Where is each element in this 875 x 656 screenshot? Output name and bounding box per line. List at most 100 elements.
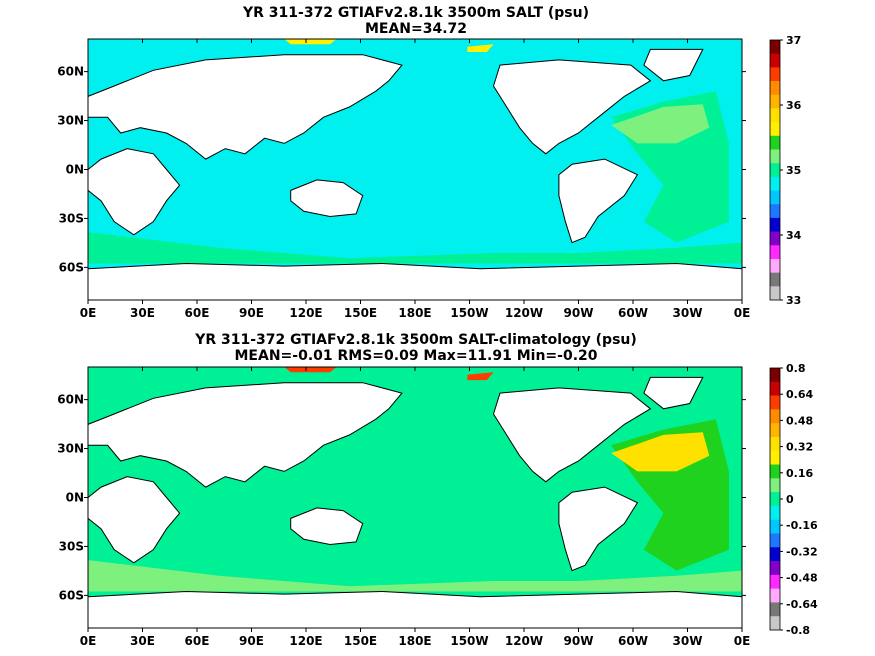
colorbar-tick-label: 34 — [786, 229, 802, 242]
arctic-field — [467, 44, 494, 52]
colorbar-swatch — [770, 245, 780, 260]
colorbar-tick-label: -0.32 — [786, 545, 818, 558]
colorbar-tick-label: 36 — [786, 99, 802, 112]
x-tick-label: 90E — [239, 306, 264, 320]
x-tick-label: 150W — [450, 634, 488, 648]
colorbar-swatch — [770, 395, 780, 410]
colorbar-swatch — [770, 53, 780, 68]
y-tick-label: 60S — [59, 260, 84, 274]
colorbar-tick-label: -0.16 — [786, 519, 818, 532]
x-tick-label: 150E — [344, 634, 377, 648]
arctic-field — [284, 39, 337, 45]
colorbar-swatch — [770, 436, 780, 452]
southern-bands — [88, 560, 742, 592]
colorbar-swatch — [770, 450, 780, 465]
salt-panel: YR 311-372 GTIAFv2.8.1k 3500m SALT (psu)… — [57, 5, 801, 320]
x-axis: 0E 30E 60E 90E 120E 150E 180E 150W 120W 90W 60W 30W… — [80, 367, 750, 648]
x-tick-label: 30W — [673, 306, 703, 320]
y-tick-label: 60N — [57, 393, 84, 407]
arctic-field — [467, 372, 494, 381]
colorbar-swatch — [770, 231, 780, 246]
y-tick-label: 30N — [57, 114, 84, 128]
subtropical-positive — [611, 432, 710, 472]
colorbar-swatch — [770, 547, 780, 562]
colorbar-tick-label: 0.8 — [786, 362, 806, 375]
colorbar-swatch — [770, 423, 780, 438]
y-tick-label: 0N — [66, 491, 84, 505]
colorbar-swatch — [770, 67, 780, 82]
colorbar-swatch — [770, 81, 780, 96]
colorbar-swatch — [770, 492, 780, 507]
colorbar-swatch — [770, 272, 780, 287]
colorbar-tick-label: 0.32 — [786, 441, 813, 454]
deep-field — [88, 232, 742, 264]
colorbar-swatch — [770, 149, 780, 164]
coastline — [87, 590, 743, 629]
colorbar: 0.8 0.64 0.48 0.32 0.16 0 -0.16 -0.32 -0.48 -0.64… — [769, 362, 818, 637]
coastline — [290, 179, 364, 218]
x-tick-label: 60W — [618, 306, 648, 320]
colorbar-swatch — [770, 616, 780, 631]
x-tick-label: 0E — [734, 306, 751, 320]
x-tick-label: 120E — [289, 634, 322, 648]
map-area — [87, 38, 743, 301]
x-tick-label: 150E — [344, 306, 377, 320]
colorbar-swatch — [770, 519, 780, 534]
coastline — [87, 476, 181, 564]
x-tick-label: 60E — [185, 306, 210, 320]
coastline — [87, 262, 743, 301]
panel-subtitle: MEAN=-0.01 RMS=0.09 Max=11.91 Min=-0.20 — [234, 348, 597, 364]
colorbar-swatch — [770, 190, 780, 205]
y-axis: 60N 30N 0N 30S 60S — [57, 65, 746, 274]
colorbar-tick-label: 0.48 — [786, 414, 813, 427]
x-tick-label: 90W — [564, 306, 594, 320]
coastline — [87, 382, 403, 488]
panel-subtitle: MEAN=34.72 — [365, 21, 467, 37]
colorbar-swatch — [770, 286, 780, 301]
colorbar-swatch — [770, 588, 780, 603]
atlantic-salty — [611, 104, 710, 144]
colorbar-swatch — [770, 409, 780, 424]
coastline — [643, 376, 704, 410]
colorbar-tick-label: -0.8 — [786, 624, 810, 637]
y-tick-label: 30S — [59, 211, 84, 225]
y-tick-label: 30N — [57, 442, 84, 456]
coastline — [87, 54, 403, 160]
coastline — [558, 158, 639, 244]
colorbar-tick-label: 35 — [786, 164, 801, 177]
coastline — [492, 59, 652, 155]
colorbar-swatch — [770, 217, 780, 232]
map-area — [87, 366, 743, 629]
arctic-field — [284, 367, 337, 373]
colorbar-swatch — [770, 122, 780, 137]
x-tick-label: 120E — [289, 306, 322, 320]
colorbar-swatch — [770, 381, 780, 396]
coastline — [643, 48, 704, 82]
x-tick-label: 90E — [239, 634, 264, 648]
x-tick-label: 120W — [505, 634, 543, 648]
y-tick-label: 60N — [57, 65, 84, 79]
x-tick-label: 180E — [398, 634, 431, 648]
x-tick-label: 30E — [130, 306, 155, 320]
colorbar-swatch — [770, 258, 780, 274]
y-axis: 60N 30N 0N 30S 60S — [57, 393, 746, 602]
colorbar-swatch — [770, 204, 780, 219]
coastline — [87, 148, 181, 236]
x-tick-label: 180E — [398, 306, 431, 320]
panel-title: YR 311-372 GTIAFv2.8.1k 3500m SALT-clima… — [194, 332, 637, 348]
colorbar-swatch — [770, 533, 780, 548]
panel-title: YR 311-372 GTIAFv2.8.1k 3500m SALT (psu) — [242, 5, 589, 21]
x-tick-label: 30E — [130, 634, 155, 648]
colorbar-swatch — [770, 135, 780, 150]
salt-anomaly-panel: YR 311-372 GTIAFv2.8.1k 3500m SALT-clima… — [57, 332, 818, 648]
colorbar: 37 36 35 34 33 — [769, 34, 802, 307]
colorbar-swatch — [770, 108, 780, 123]
colorbar-swatch — [770, 505, 780, 521]
colorbar-tick-label: 0.16 — [786, 467, 813, 480]
x-tick-label: 60E — [185, 634, 210, 648]
coastline — [290, 507, 364, 546]
y-tick-label: 0N — [66, 163, 84, 177]
colorbar-swatch — [770, 40, 780, 55]
colorbar-swatch — [770, 602, 780, 617]
